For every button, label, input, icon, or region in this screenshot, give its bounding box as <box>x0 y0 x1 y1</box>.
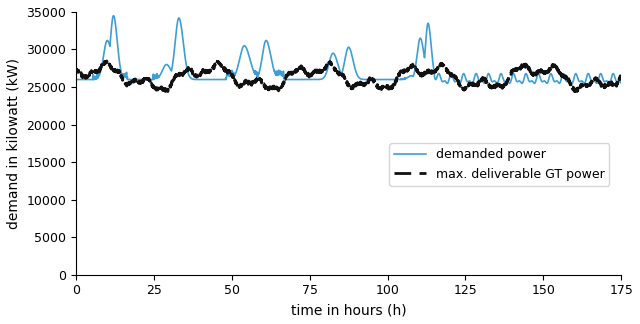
max. deliverable GT power <box>103 59 111 63</box>
Line: demanded power: demanded power <box>76 16 621 83</box>
max. deliverable GT power <box>571 90 579 94</box>
demanded power <box>274 71 282 75</box>
max. deliverable GT power <box>614 79 622 83</box>
Legend: demanded power, max. deliverable GT power: demanded power, max. deliverable GT powe… <box>389 143 609 186</box>
Line: max. deliverable GT power: max. deliverable GT power <box>76 61 621 92</box>
demanded power <box>456 81 463 85</box>
demanded power <box>163 63 171 67</box>
max. deliverable GT power <box>163 89 171 93</box>
max. deliverable GT power <box>318 68 326 72</box>
demanded power <box>109 14 117 17</box>
max. deliverable GT power <box>198 70 206 74</box>
demanded power <box>72 77 80 81</box>
demanded power <box>198 77 206 81</box>
max. deliverable GT power <box>72 69 80 73</box>
demanded power <box>318 77 326 81</box>
Y-axis label: demand in kilowatt (kW): demand in kilowatt (kW) <box>7 58 21 229</box>
demanded power <box>193 77 200 81</box>
demanded power <box>617 81 625 85</box>
max. deliverable GT power <box>274 87 282 91</box>
max. deliverable GT power <box>193 75 200 79</box>
demanded power <box>614 79 622 83</box>
max. deliverable GT power <box>617 73 625 77</box>
X-axis label: time in hours (h): time in hours (h) <box>291 303 406 317</box>
